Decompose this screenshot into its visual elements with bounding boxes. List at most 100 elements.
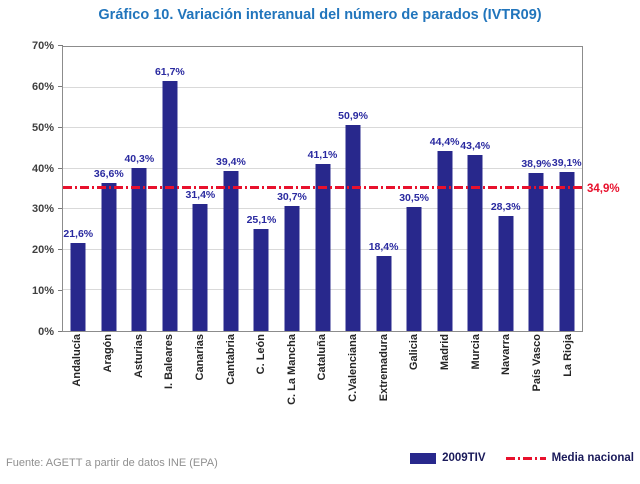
bar-value-label: 31,4% xyxy=(185,188,216,201)
bar xyxy=(192,203,208,331)
x-axis-label-cell: C.Valenciana xyxy=(338,334,369,448)
y-tick-label: 70% xyxy=(31,40,54,52)
bar xyxy=(223,171,239,331)
bar xyxy=(406,207,422,331)
bar xyxy=(345,124,361,331)
bar-column: 28,3% xyxy=(490,47,521,331)
x-axis-label: C.Valenciana xyxy=(347,334,360,402)
y-tick-mark xyxy=(58,85,63,87)
bar xyxy=(284,206,300,331)
bar xyxy=(376,256,392,331)
x-axis-label: Murcia xyxy=(469,334,482,370)
y-tick-mark xyxy=(58,126,63,128)
y-tick-label: 10% xyxy=(31,285,54,298)
bar-value-label: 18,4% xyxy=(368,241,399,254)
x-axis-label: Andalucía xyxy=(71,334,84,387)
legend-line-swatch xyxy=(505,456,546,460)
gridline xyxy=(63,127,582,129)
legend-bar-swatch xyxy=(410,452,437,464)
bar-column: 50,9% xyxy=(338,47,369,331)
bar-value-label: 43,4% xyxy=(460,139,491,152)
x-axis-label-cell: Canarias xyxy=(185,334,216,448)
x-axis-label-cell: Murcia xyxy=(460,334,491,448)
x-axis-label: Galicia xyxy=(408,334,421,371)
legend: 2009TIV Media nacional xyxy=(410,452,634,464)
bar-value-label: 38,9% xyxy=(521,158,552,171)
y-tick-label: 30% xyxy=(31,203,54,216)
x-axis-label-cell: C. La Mancha xyxy=(276,334,307,448)
x-axis-label: Aragón xyxy=(101,334,114,373)
legend-media-label: Media nacional xyxy=(551,452,634,464)
bar-column: 30,7% xyxy=(277,47,308,331)
bar xyxy=(467,154,483,331)
bar-value-label: 41,1% xyxy=(307,149,338,162)
x-axis-label-cell: Cantabria xyxy=(215,334,246,448)
x-axis-label: C. León xyxy=(255,334,268,375)
x-axis-label-cell: Cataluña xyxy=(307,334,338,448)
x-axis-label: Cantabria xyxy=(224,334,237,385)
x-axis-label-cell: I. Baleares xyxy=(154,334,185,448)
x-axis-label-cell: Navarra xyxy=(491,334,522,448)
y-tick-mark xyxy=(58,331,63,332)
x-axis-label-cell: País Vasco xyxy=(522,334,553,448)
bar xyxy=(70,243,86,331)
bar xyxy=(528,173,544,331)
y-axis: 0% 10% 20% 30% 40% 50% 60% 70% xyxy=(14,40,63,338)
bar-column: 25,1% xyxy=(246,47,277,331)
bar-column: 40,3% xyxy=(124,47,155,331)
bar-column: 43,4% xyxy=(460,47,491,331)
x-axis: Andalucía Aragón Asturias I. Baleares Canari… xyxy=(62,334,583,448)
x-axis-label-cell: Andalucía xyxy=(62,334,93,448)
x-axis-label: Cataluña xyxy=(316,334,329,381)
x-axis-label: I. Baleares xyxy=(163,334,176,390)
y-tick-mark xyxy=(58,290,63,292)
y-tick-label: 50% xyxy=(31,121,54,134)
x-axis-label: Canarias xyxy=(193,334,206,381)
x-axis-label: Madrid xyxy=(439,334,451,371)
bar-value-label: 61,7% xyxy=(154,65,185,78)
y-tick-label: 60% xyxy=(31,80,54,93)
x-axis-label-cell: Extremadura xyxy=(368,334,399,448)
bar-value-label: 39,1% xyxy=(551,157,582,170)
bar xyxy=(131,167,147,331)
y-tick-mark xyxy=(58,208,63,210)
bar-column: 44,4% xyxy=(429,47,460,331)
bar-value-label: 44,4% xyxy=(429,135,460,148)
bar-column: 39,4% xyxy=(216,47,247,331)
bar-column: 21,6% xyxy=(63,47,94,331)
bar-column: 31,4% xyxy=(185,47,216,331)
bar xyxy=(253,229,269,331)
bar xyxy=(315,164,331,331)
media-nacional-line xyxy=(63,186,582,190)
bar-column: 39,1% xyxy=(552,47,583,331)
x-axis-label-cell: Asturias xyxy=(123,334,154,448)
x-axis-label-cell: C. León xyxy=(246,334,277,448)
legend-series-label: 2009TIV xyxy=(442,452,486,464)
bar-value-label: 30,7% xyxy=(277,191,307,204)
bar-value-label: 28,3% xyxy=(490,201,521,214)
bar xyxy=(437,150,453,331)
bar-column: 38,9% xyxy=(521,47,552,331)
bar-value-label: 50,9% xyxy=(338,109,368,122)
bar-value-label: 21,6% xyxy=(63,228,94,241)
bar-column: 36,6% xyxy=(94,47,125,331)
bar-value-label: 30,5% xyxy=(399,192,429,205)
x-axis-label-cell: Aragón xyxy=(93,334,124,448)
bar xyxy=(162,80,178,331)
bar-value-label: 40,3% xyxy=(124,152,155,165)
bar-column: 18,4% xyxy=(368,47,399,331)
x-axis-label: Asturias xyxy=(132,334,145,379)
x-axis-label: C. La Mancha xyxy=(285,334,298,405)
source-note: Fuente: AGETT a partir de datos INE (EPA… xyxy=(6,457,218,469)
bar-column: 61,7% xyxy=(155,47,186,331)
x-axis-label-cell: Galicia xyxy=(399,334,430,448)
plot-area: 21,6% 36,6% 40,3% 61,7% 31,4% 39,4% 25,1% 30,7%… xyxy=(62,46,583,332)
y-tick-label: 20% xyxy=(31,244,54,257)
bar xyxy=(559,172,575,331)
gridline xyxy=(63,86,582,88)
bar-value-label: 36,6% xyxy=(93,167,124,180)
x-axis-label-cell: La Rioja xyxy=(552,334,583,448)
y-tick-mark xyxy=(58,167,63,169)
x-axis-label: Extremadura xyxy=(377,334,390,402)
